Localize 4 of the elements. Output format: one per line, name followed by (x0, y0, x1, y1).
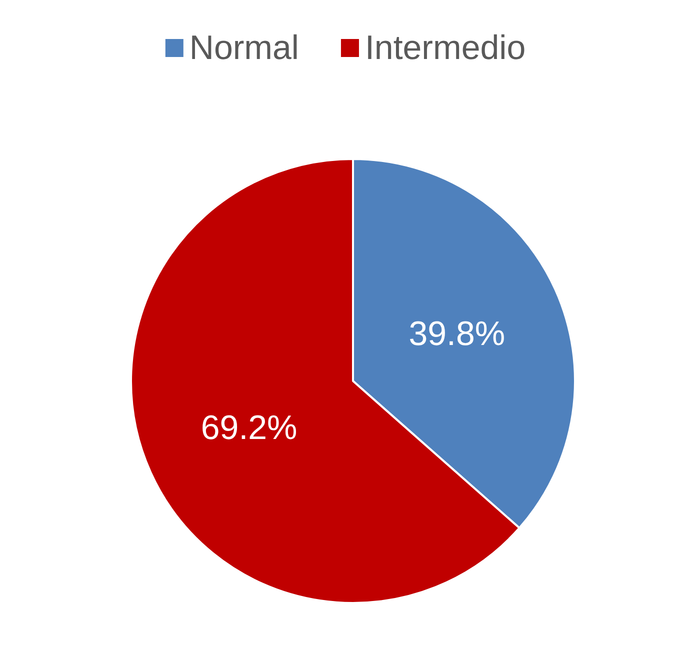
legend-label: Intermedio (364, 29, 526, 67)
data-label: 69.2% (200, 408, 298, 447)
legend-label: Normal (189, 29, 299, 67)
data-label: 39.8% (408, 315, 506, 354)
